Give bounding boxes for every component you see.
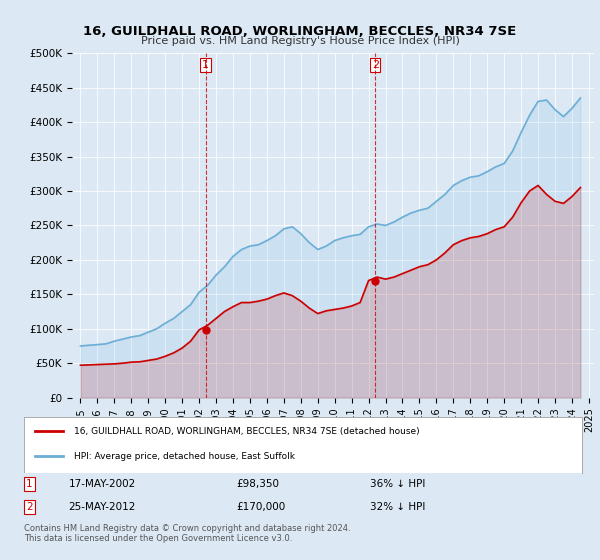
Text: 16, GUILDHALL ROAD, WORLINGHAM, BECCLES, NR34 7SE (detached house): 16, GUILDHALL ROAD, WORLINGHAM, BECCLES,… [74,427,420,436]
Text: Contains HM Land Registry data © Crown copyright and database right 2024.
This d: Contains HM Land Registry data © Crown c… [24,524,350,543]
Text: 2: 2 [371,60,379,70]
Text: 16, GUILDHALL ROAD, WORLINGHAM, BECCLES, NR34 7SE: 16, GUILDHALL ROAD, WORLINGHAM, BECCLES,… [83,25,517,38]
Text: 32% ↓ HPI: 32% ↓ HPI [370,502,425,512]
Text: £98,350: £98,350 [236,479,279,489]
Text: 1: 1 [202,60,209,70]
Text: £170,000: £170,000 [236,502,285,512]
Text: 36% ↓ HPI: 36% ↓ HPI [370,479,425,489]
Text: 2: 2 [26,502,33,512]
Text: 17-MAY-2002: 17-MAY-2002 [68,479,136,489]
Text: Price paid vs. HM Land Registry's House Price Index (HPI): Price paid vs. HM Land Registry's House … [140,36,460,46]
Text: 25-MAY-2012: 25-MAY-2012 [68,502,136,512]
Text: 1: 1 [26,479,33,489]
Text: HPI: Average price, detached house, East Suffolk: HPI: Average price, detached house, East… [74,452,295,461]
